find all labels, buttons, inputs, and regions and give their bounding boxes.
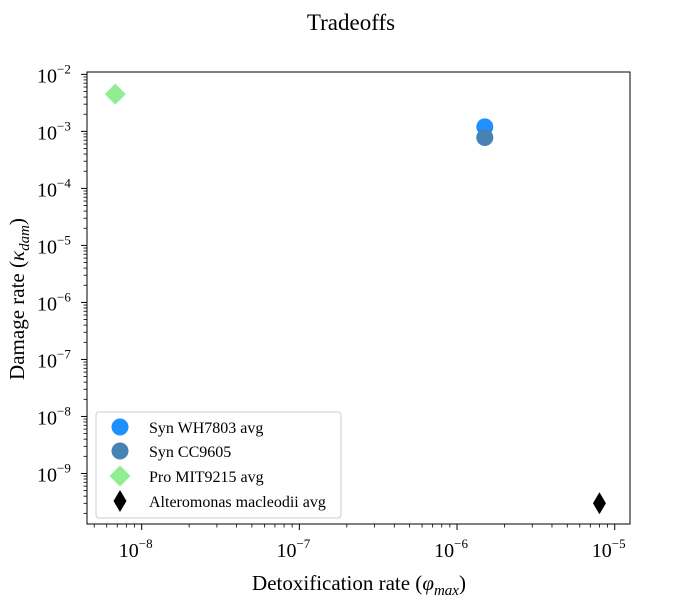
y-tick-label-5: 10−6 [37, 289, 71, 315]
x-axis-label-symbol: φ [422, 571, 434, 595]
legend-label-2: Syn CC9605 [149, 444, 231, 461]
y-axis-label-text: Damage rate ( [5, 261, 29, 380]
y-axis-label: Damage rate (κdam) [5, 218, 33, 380]
legend-marker-1 [111, 418, 129, 436]
y-tick-label-5-exponent: −6 [57, 289, 71, 304]
data-point-series-4 [592, 492, 606, 515]
chart-title: Tradeoffs [307, 10, 395, 35]
y-tick-label-6: 10−7 [37, 346, 71, 372]
x-tick-label-4: 10−5 [592, 536, 626, 562]
x-axis-label-close: ) [459, 571, 466, 595]
y-tick-label-1-exponent: −2 [57, 61, 71, 76]
y-tick-label-3: 10−4 [37, 175, 71, 201]
y-tick-label-4-base: 10 [37, 236, 57, 258]
y-tick-label-2: 10−3 [37, 118, 71, 144]
y-axis-label-subscript: dam [17, 225, 33, 251]
legend-box [95, 411, 342, 519]
x-tick-label-2: 10−7 [276, 536, 310, 562]
y-tick-label-7-base: 10 [37, 407, 57, 429]
x-tick-label-3-base: 10 [434, 540, 454, 562]
y-tick-label-3-base: 10 [37, 179, 57, 201]
x-tick-label-1-base: 10 [119, 540, 139, 562]
y-axis-label-close: ) [5, 218, 29, 225]
y-tick-label-2-exponent: −3 [57, 118, 71, 133]
legend-entry-2: Syn CC9605 [111, 442, 231, 461]
y-tick-label-7-exponent: −8 [57, 403, 71, 418]
x-axis-label: Detoxification rate (φmax) [252, 571, 466, 599]
legend-marker-3 [109, 465, 131, 487]
x-tick-label-4-exponent: −5 [612, 536, 626, 551]
plot-frame [86, 71, 631, 525]
legend: Syn WH7803 avg Syn CC9605 Pro MIT9215 avg A… [95, 411, 342, 519]
y-axis-label-symbol: κ [5, 250, 29, 261]
y-tick-label-1: 10−2 [37, 61, 71, 87]
x-tick-label-3-exponent: −6 [454, 536, 468, 551]
legend-label-3: Pro MIT9215 avg [149, 469, 264, 486]
legend-entry-4: Alteromonas macleodii avg [113, 490, 326, 512]
x-axis-label-text: Detoxification rate ( [252, 571, 422, 595]
y-tick-label-4-exponent: −5 [57, 232, 71, 247]
data-marks [104, 83, 606, 515]
y-tick-label-4: 10−5 [37, 232, 71, 258]
legend-marker-4 [113, 490, 127, 512]
y-tick-label-8: 10−9 [37, 460, 71, 486]
x-tick-label-3: 10−6 [434, 536, 468, 562]
y-tick-label-1-base: 10 [37, 65, 57, 87]
y-tick-label-7: 10−8 [37, 403, 71, 429]
x-tick-label-2-base: 10 [276, 540, 296, 562]
x-tick-label-2-exponent: −7 [296, 536, 310, 551]
data-point-series-2 [476, 129, 494, 147]
y-tick-label-8-base: 10 [37, 464, 57, 486]
x-tick-label-4-base: 10 [592, 540, 612, 562]
y-tick-label-2-base: 10 [37, 122, 57, 144]
y-tick-label-6-exponent: −7 [57, 346, 71, 361]
legend-entry-3: Pro MIT9215 avg [109, 465, 264, 487]
y-tick-label-3-exponent: −4 [57, 175, 71, 190]
legend-label-4: Alteromonas macleodii avg [149, 494, 326, 511]
legend-label-1: Syn WH7803 avg [149, 420, 263, 437]
legend-marker-2 [111, 442, 129, 460]
x-tick-label-1: 10−8 [119, 536, 153, 562]
legend-entry-1: Syn WH7803 avg [111, 418, 263, 437]
x-axis-label-subscript: max [434, 583, 459, 599]
y-axis-ticks: 10−210−310−410−510−610−710−810−9 [37, 61, 87, 514]
data-point-series-3 [104, 83, 126, 105]
y-tick-label-5-base: 10 [37, 293, 57, 315]
y-tick-label-8-exponent: −9 [57, 460, 71, 475]
y-tick-label-6-base: 10 [37, 350, 57, 372]
x-axis-ticks: 10−8 10−7 10−6 10−5 [93, 524, 626, 562]
x-tick-label-1-exponent: −8 [139, 536, 153, 551]
